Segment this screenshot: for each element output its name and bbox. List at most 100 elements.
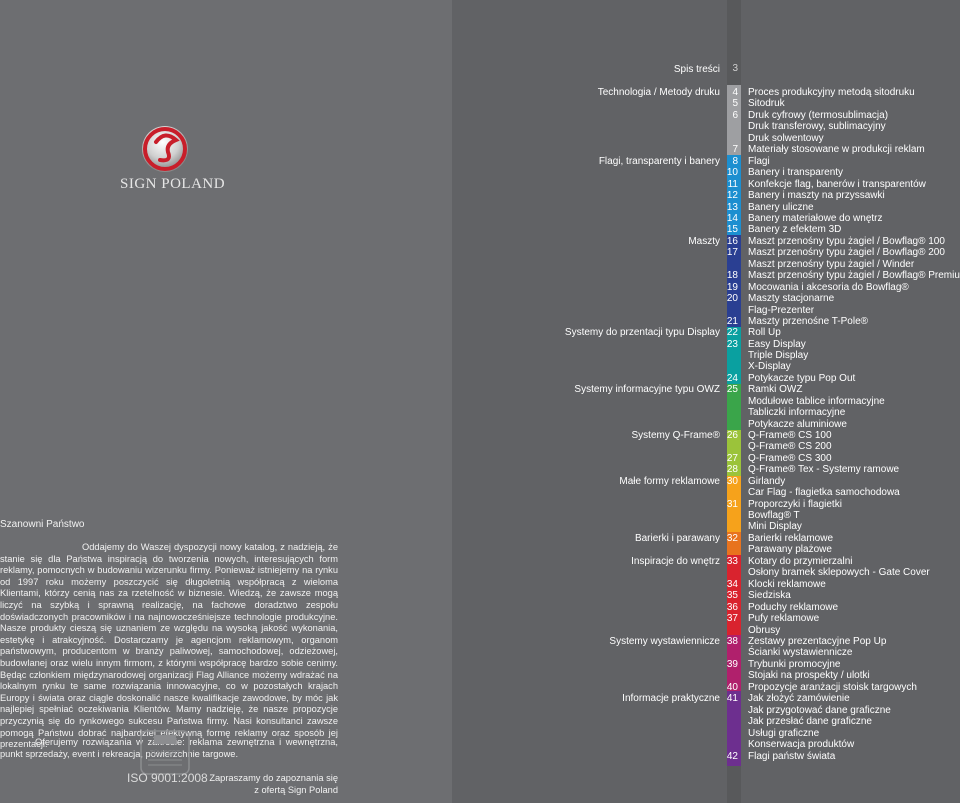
- toc-item[interactable]: Maszty przenośne T-Pole®: [748, 316, 869, 327]
- toc-category[interactable]: Małe formy reklamowe: [619, 476, 720, 487]
- toc-item[interactable]: Bowflag® T: [748, 510, 800, 521]
- toc-item[interactable]: Parawany plażowe: [748, 544, 832, 555]
- toc-page-num[interactable]: 42: [726, 751, 738, 762]
- toc-page-num[interactable]: 32: [726, 533, 738, 544]
- toc-category[interactable]: Systemy Q-Frame®: [631, 430, 721, 441]
- toc-category[interactable]: Systemy wystawiennicze: [609, 636, 720, 647]
- toc-item[interactable]: Maszt przenośny typu żagiel / Winder: [748, 259, 915, 270]
- toc-page-num[interactable]: 20: [726, 293, 738, 304]
- toc-page-num[interactable]: 12: [726, 190, 738, 201]
- toc-page-num[interactable]: 40: [726, 682, 738, 693]
- toc-item[interactable]: Maszt przenośny typu żagiel / Bowflag® 2…: [748, 247, 945, 258]
- toc-page-num[interactable]: 28: [726, 464, 738, 475]
- toc-item[interactable]: Konfekcje flag, banerów i transparentów: [748, 179, 926, 190]
- toc-item[interactable]: Druk cyfrowy (termosublimacja): [748, 110, 889, 121]
- toc-category[interactable]: Flagi, transparenty i banery: [598, 156, 720, 167]
- toc-page-num[interactable]: 35: [726, 590, 738, 601]
- toc-page-num[interactable]: 23: [726, 339, 738, 350]
- toc-category[interactable]: Maszty: [688, 236, 720, 247]
- toc-item[interactable]: Car Flag - flagietka samochodowa: [748, 487, 900, 498]
- toc-category[interactable]: Technologia / Metody druku: [597, 87, 720, 98]
- toc-item[interactable]: Mocowania i akcesoria do Bowflag®: [748, 282, 909, 293]
- toc-item[interactable]: Proces produkcyjny metodą sitodruku: [748, 87, 915, 98]
- toc-item[interactable]: Maszty stacjonarne: [748, 293, 835, 304]
- toc-page-num[interactable]: 13: [726, 202, 738, 213]
- toc-category[interactable]: Systemy informacyjne typu OWZ: [574, 384, 720, 395]
- toc-page-num[interactable]: 4: [732, 87, 738, 98]
- toc-page-num[interactable]: 24: [726, 373, 738, 384]
- toc-category[interactable]: Barierki i parawany: [634, 533, 720, 544]
- toc-item[interactable]: Stojaki na prospekty / ulotki: [748, 670, 870, 681]
- toc-item[interactable]: Potykacze aluminiowe: [748, 419, 847, 430]
- toc-page-num[interactable]: 16: [726, 236, 738, 247]
- toc-item[interactable]: Banery i maszty na przyssawki: [748, 190, 885, 201]
- toc-item[interactable]: Maszt przenośny typu żagiel / Bowflag® P…: [748, 270, 960, 281]
- toc-item[interactable]: X-Display: [748, 361, 791, 372]
- toc-item[interactable]: Poduchy reklamowe: [748, 602, 839, 613]
- toc-page-num[interactable]: 27: [726, 453, 738, 464]
- toc-page-num[interactable]: 14: [726, 213, 738, 224]
- toc-page-num[interactable]: 10: [726, 167, 738, 178]
- toc-page-num[interactable]: 19: [726, 282, 738, 293]
- toc-item[interactable]: Jak złożyć zamówienie: [748, 693, 850, 704]
- toc-item[interactable]: Zestawy prezentacyjne Pop Up: [748, 636, 887, 647]
- toc-item[interactable]: Materiały stosowane w produkcji reklam: [748, 144, 925, 155]
- toc-page-num[interactable]: 8: [732, 156, 738, 167]
- toc-item[interactable]: Modułowe tablice informacyjne: [748, 396, 885, 407]
- toc-item[interactable]: Siedziska: [748, 590, 791, 601]
- toc-item[interactable]: Roll Up: [748, 327, 781, 338]
- toc-page-num[interactable]: 38: [726, 636, 738, 647]
- toc-page-num[interactable]: 31: [726, 499, 738, 510]
- toc-page-num[interactable]: 37: [726, 613, 738, 624]
- toc-item[interactable]: Maszt przenośny typu żagiel / Bowflag® 1…: [748, 236, 945, 247]
- toc-category[interactable]: Informacje praktyczne: [622, 693, 720, 704]
- toc-item[interactable]: Flagi: [748, 156, 770, 167]
- toc-item[interactable]: Q-Frame® Tex - Systemy ramowe: [748, 464, 900, 475]
- toc-page-num[interactable]: 34: [726, 579, 738, 590]
- toc-page-num[interactable]: 15: [726, 224, 738, 235]
- toc-category[interactable]: Inspiracje do wnętrz: [631, 556, 720, 567]
- toc-item[interactable]: Tabliczki informacyjne: [748, 407, 846, 418]
- toc-item[interactable]: Q-Frame® CS 100: [748, 430, 832, 441]
- toc-item[interactable]: Q-Frame® CS 200: [748, 441, 832, 452]
- toc-page-num[interactable]: 22: [726, 327, 738, 338]
- toc-page-num[interactable]: 7: [732, 144, 738, 155]
- toc-item[interactable]: Banery uliczne: [748, 202, 814, 213]
- toc-page-num[interactable]: 39: [726, 659, 738, 670]
- toc-item[interactable]: Easy Display: [748, 339, 806, 350]
- toc-item[interactable]: Banery z efektem 3D: [748, 224, 842, 235]
- toc-page-num[interactable]: 41: [726, 693, 738, 704]
- toc-page-num[interactable]: 33: [726, 556, 738, 567]
- toc-page-num[interactable]: 36: [726, 602, 738, 613]
- toc-page-num[interactable]: 30: [726, 476, 738, 487]
- toc-page-num[interactable]: 5: [732, 98, 738, 109]
- toc-item[interactable]: Druk transferowy, sublimacyjny: [748, 121, 886, 132]
- toc-page-num[interactable]: 17: [726, 247, 738, 258]
- toc-item[interactable]: Jak przesłać dane graficzne: [748, 716, 872, 727]
- toc-item[interactable]: Triple Display: [748, 350, 809, 361]
- toc-item[interactable]: Sitodruk: [748, 98, 785, 109]
- toc-item[interactable]: Mini Display: [748, 521, 802, 532]
- toc-item[interactable]: Kotary do przymierzalni: [748, 556, 853, 567]
- toc-item[interactable]: Potykacze typu Pop Out: [748, 373, 856, 384]
- toc-item[interactable]: Druk solwentowy: [748, 133, 824, 144]
- toc-page-num[interactable]: 18: [726, 270, 738, 281]
- toc-item[interactable]: Konserwacja produktów: [748, 739, 855, 750]
- toc-item[interactable]: Pufy reklamowe: [748, 613, 820, 624]
- toc-item[interactable]: Ramki OWZ: [748, 384, 803, 395]
- toc-item[interactable]: Banery materiałowe do wnętrz: [748, 213, 883, 224]
- toc-item[interactable]: Propozycje aranżacji stoisk targowych: [748, 682, 917, 693]
- toc-item[interactable]: Klocki reklamowe: [748, 579, 826, 590]
- toc-page-num[interactable]: 25: [726, 384, 738, 395]
- toc-item[interactable]: Obrusy: [748, 625, 781, 636]
- toc-page-num[interactable]: 6: [732, 110, 738, 121]
- toc-item[interactable]: Barierki reklamowe: [748, 533, 834, 544]
- toc-item[interactable]: Banery i transparenty: [748, 167, 844, 178]
- toc-item[interactable]: Jak przygotować dane graficzne: [748, 705, 891, 716]
- toc-item[interactable]: Girlandy: [748, 476, 786, 487]
- toc-page-num[interactable]: 26: [726, 430, 738, 441]
- toc-item[interactable]: Flagi państw świata: [748, 751, 836, 762]
- toc-item[interactable]: Flag-Prezenter: [748, 305, 815, 316]
- toc-item[interactable]: Trybunki promocyjne: [748, 659, 841, 670]
- toc-category[interactable]: Systemy do przentacji typu Display: [564, 327, 720, 338]
